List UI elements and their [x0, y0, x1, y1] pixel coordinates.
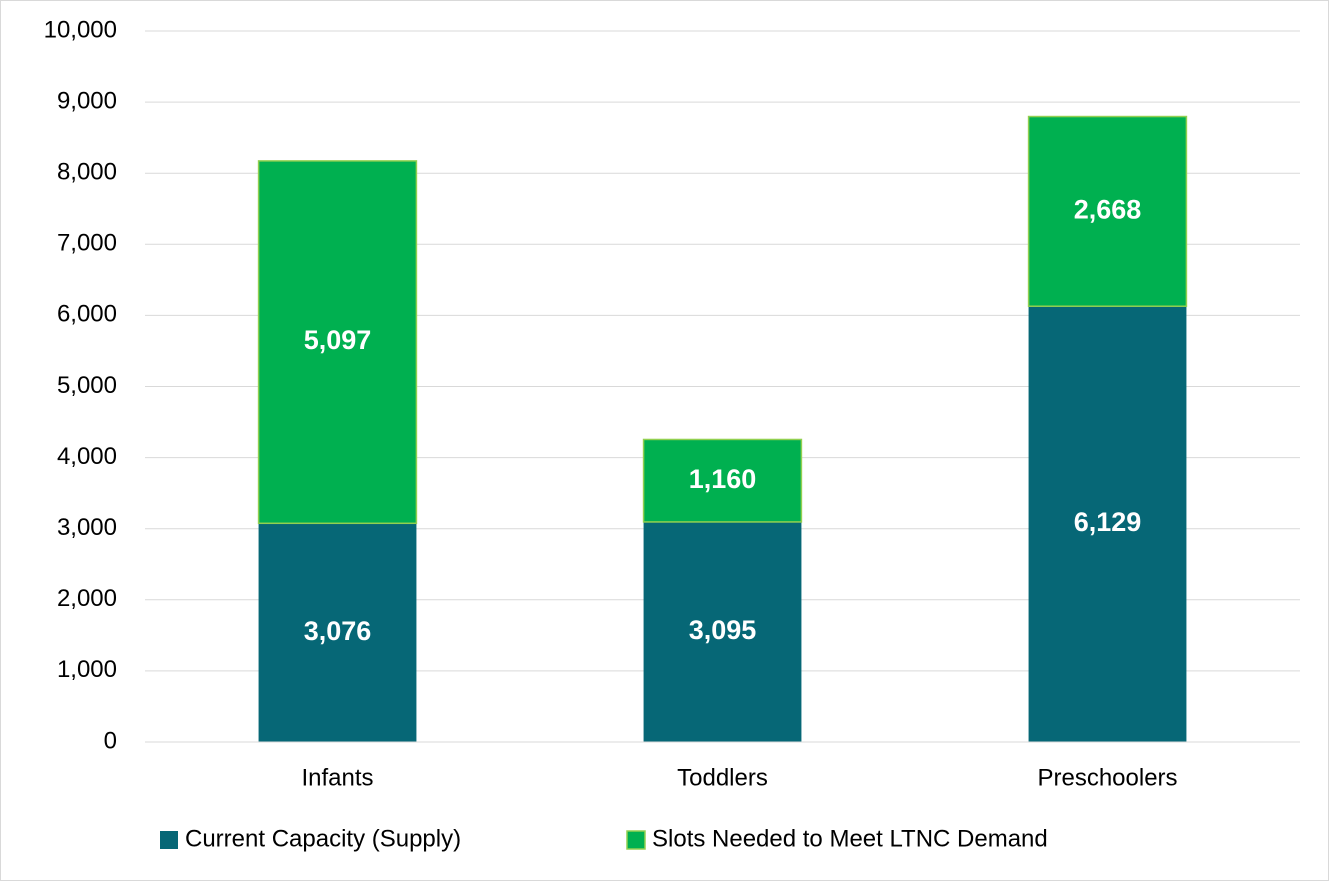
data-label: 1,160: [689, 464, 757, 494]
y-tick-label: 0: [104, 727, 117, 754]
y-tick-label: 7,000: [57, 230, 117, 257]
y-tick-label: 10,000: [44, 16, 117, 43]
bar-segment: [1028, 306, 1187, 742]
bar-segment: [258, 523, 417, 742]
data-label: 3,076: [304, 616, 372, 646]
data-label: 2,668: [1074, 195, 1142, 225]
bar-segment: [642, 438, 803, 523]
bar-segment: [1027, 115, 1188, 307]
y-tick-label: 6,000: [57, 301, 117, 328]
legend-swatch: [160, 831, 178, 849]
data-label: 6,129: [1074, 507, 1142, 537]
legend-label: Current Capacity (Supply): [185, 825, 461, 852]
x-tick-label: Toddlers: [677, 764, 768, 791]
bar-segment: [643, 521, 802, 742]
bar-segment: [257, 160, 418, 525]
data-label: 5,097: [304, 325, 372, 355]
y-tick-label: 2,000: [57, 585, 117, 612]
legend-label: Slots Needed to Meet LTNC Demand: [652, 825, 1048, 852]
y-tick-label: 1,000: [57, 656, 117, 683]
y-tick-label: 9,000: [57, 87, 117, 114]
legend-swatch: [626, 830, 646, 850]
data-label: 3,095: [689, 615, 757, 645]
x-tick-label: Infants: [301, 764, 373, 791]
y-tick-label: 8,000: [57, 159, 117, 186]
y-tick-label: 4,000: [57, 443, 117, 470]
x-tick-label: Preschoolers: [1037, 764, 1177, 791]
y-tick-label: 3,000: [57, 514, 117, 541]
y-tick-label: 5,000: [57, 372, 117, 399]
